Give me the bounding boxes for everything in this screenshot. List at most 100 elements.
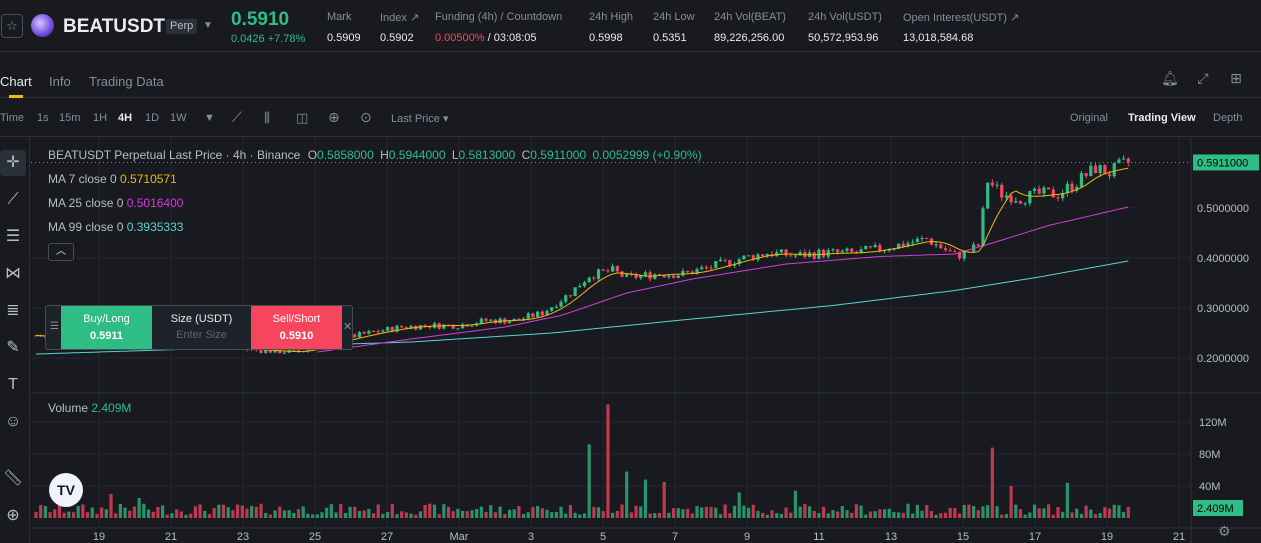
stat-label-mark: Mark (327, 11, 352, 23)
view-depth[interactable]: Depth (1213, 112, 1243, 124)
indicator-icon[interactable]: ⟋ (232, 109, 242, 125)
volume-bar (686, 508, 690, 518)
candle-body (1112, 163, 1116, 177)
volume-bar (1032, 504, 1037, 518)
volume-bar (587, 444, 591, 518)
volume-bar (728, 513, 732, 518)
zoom-in-icon[interactable]: ⊕ (6, 507, 20, 524)
volume-bar (911, 513, 915, 518)
time-tick-label: 11 (813, 531, 824, 543)
volume-bar (151, 511, 155, 518)
buy-long-button[interactable]: Buy/Long 0.5911 (61, 306, 152, 349)
volume-bar (1028, 512, 1032, 518)
volume-bar (536, 505, 540, 518)
tab-info[interactable]: Info (49, 74, 71, 89)
crosshair-icon[interactable]: ✛ (0, 150, 26, 176)
camera-icon[interactable]: ◫ (296, 110, 309, 125)
volume-bar (146, 509, 151, 518)
volume-bar (662, 482, 666, 518)
time-tick-label: 19 (93, 531, 105, 543)
stat-value-vol-beat: 89,226,256.00 (714, 32, 785, 44)
collapse-legend-button[interactable]: ︿ (48, 243, 74, 261)
volume-bar (34, 512, 38, 518)
volume-bar (329, 504, 333, 518)
time-tick-label: 7 (672, 531, 678, 543)
volume-bar (353, 506, 357, 518)
volume-bar (896, 512, 901, 518)
fib-icon[interactable]: ≣ (6, 302, 20, 319)
volume-bar (887, 508, 891, 518)
candle-body (718, 259, 723, 262)
chevron-down-icon[interactable]: ▼ (203, 20, 213, 31)
horizontal-lines-icon[interactable]: ☰ (5, 228, 21, 245)
candle-body (578, 286, 582, 288)
volume-bar (836, 511, 840, 518)
legend-ohlc-open: O0.5858000 (307, 148, 374, 162)
volume-bar (339, 503, 343, 518)
interval-1d[interactable]: 1D (145, 112, 160, 124)
volume-bar (920, 510, 924, 518)
interval-4h[interactable]: 4H (118, 112, 133, 124)
candle-body (690, 271, 694, 275)
brush-icon[interactable]: ✎ (6, 339, 20, 356)
volume-bar (629, 512, 633, 518)
close-icon[interactable]: ✕ (343, 321, 353, 333)
trend-line-icon[interactable]: ⟋ (7, 191, 19, 208)
volume-bar (334, 512, 338, 518)
target-icon[interactable]: ⊙ (360, 109, 372, 125)
tab-trading-data[interactable]: Trading Data (89, 74, 164, 89)
view-original[interactable]: Original (1070, 112, 1108, 124)
ruler-icon[interactable]: 📏︎ (2, 470, 24, 487)
candle-body (976, 244, 980, 246)
volume-bar (775, 513, 779, 518)
size-input[interactable] (161, 329, 242, 341)
buy-price: 0.5911 (89, 330, 124, 342)
volume-bar (203, 510, 207, 518)
text-icon[interactable]: T (8, 376, 18, 393)
gear-icon[interactable]: ⚙ (1218, 523, 1231, 539)
volume-bar (981, 506, 985, 518)
price-type-select[interactable]: Last Price ▾ (391, 112, 449, 125)
pattern-icon[interactable]: ⋈ (5, 265, 21, 282)
volume-bar (367, 508, 371, 518)
volume-bar (868, 511, 873, 518)
candle-style-icon[interactable]: ⫼ (264, 110, 270, 125)
symbol-name[interactable]: BEATUSDT (63, 16, 166, 37)
star-icon[interactable]: ☆ (1, 14, 23, 38)
legend-title: BEATUSDT Perpetual Last Price · 4h · Bin… (48, 148, 301, 162)
candle-body (601, 269, 605, 271)
volume-bar (240, 505, 244, 518)
volume-bar (1070, 512, 1074, 518)
candlestick-chart[interactable]: 0.5000000 0.4000000 0.3000000 0.2000000 0.59… (31, 138, 1261, 543)
add-icon[interactable]: ⊕ (328, 109, 340, 125)
stat-label-open-interest[interactable]: Open Interest(USDT) ↗ (903, 12, 1020, 24)
volume-bar (282, 510, 287, 518)
volume-bar (1079, 513, 1084, 518)
interval-1h[interactable]: 1H (93, 112, 108, 124)
volume-bar (929, 511, 934, 518)
drag-handle-icon[interactable]: ☰ (50, 321, 59, 332)
volume-bar (320, 512, 324, 518)
interval-more-chevron-icon[interactable]: ▼ (204, 112, 215, 124)
candle-body (456, 328, 460, 330)
interval-1w[interactable]: 1W (170, 112, 187, 124)
tab-chart[interactable]: Chart (0, 74, 32, 89)
volume-bar (123, 507, 127, 518)
chart-area[interactable]: 0.5000000 0.4000000 0.3000000 0.2000000 0.59… (31, 138, 1261, 543)
stat-value-open-interest: 13,018,584.68 (903, 32, 974, 44)
bell-icon[interactable]: 🔔︎ (1161, 70, 1179, 86)
candle-body (1032, 188, 1037, 191)
emoji-icon[interactable]: ☺ (4, 413, 22, 430)
interval-1s[interactable]: 1s (37, 112, 49, 124)
grid-layout-icon[interactable]: ⊞ (1230, 70, 1242, 86)
volume-bar (306, 513, 310, 518)
view-trading-view[interactable]: Trading View (1128, 112, 1196, 124)
volume-bar (1098, 513, 1102, 518)
expand-icon[interactable]: ⤢ (1197, 70, 1209, 86)
sell-short-button[interactable]: Sell/Short 0.5910 (251, 306, 342, 349)
candle-body (709, 267, 713, 269)
stat-label-index[interactable]: Index ↗ (380, 12, 420, 24)
interval-15m[interactable]: 15m (59, 112, 81, 124)
tradingview-logo[interactable]: TV (49, 473, 83, 507)
candle-body (531, 313, 535, 317)
